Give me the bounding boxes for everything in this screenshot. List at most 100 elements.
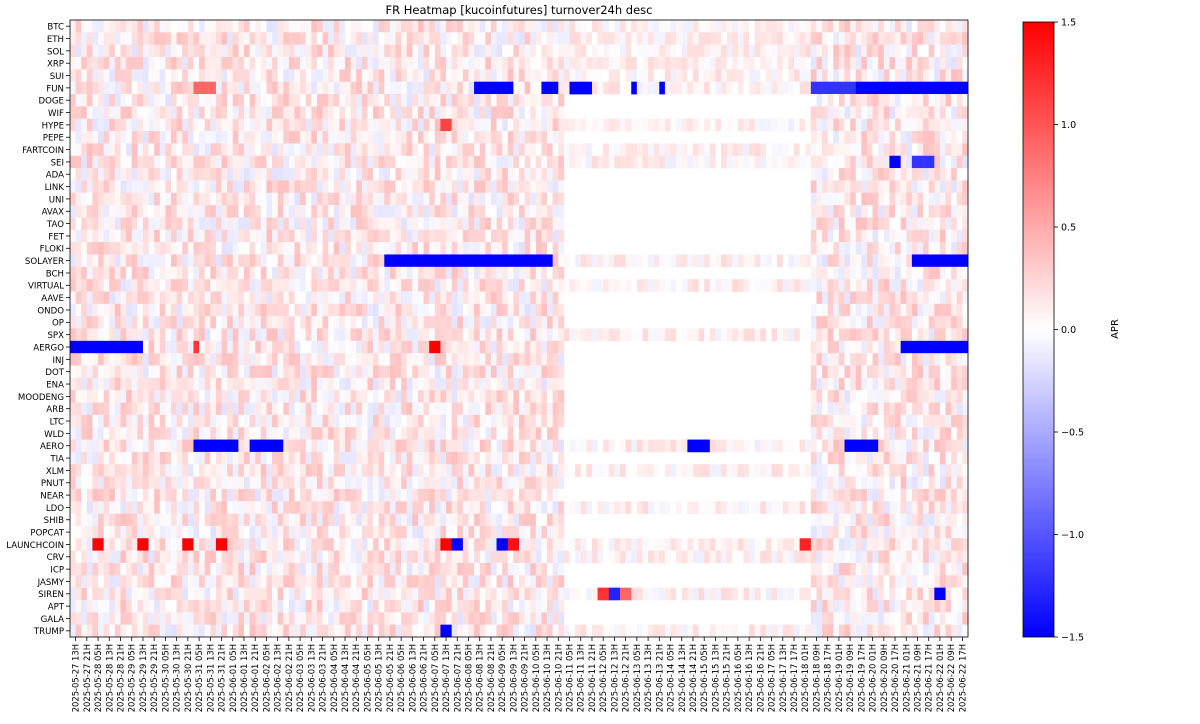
heatmap-cell	[474, 476, 481, 490]
heatmap-cell	[266, 303, 273, 317]
heatmap-cell	[614, 118, 621, 132]
heatmap-cell	[462, 439, 469, 453]
heatmap-cell	[451, 402, 458, 416]
heatmap-cell	[788, 57, 795, 70]
heatmap-cell	[232, 439, 239, 453]
heatmap-cell	[524, 402, 531, 416]
heatmap-cell	[193, 106, 200, 120]
heatmap-cell	[721, 254, 728, 268]
heatmap-cell	[367, 205, 374, 218]
heatmap-cell	[187, 254, 194, 268]
heatmap-cell	[417, 242, 424, 255]
heatmap-cell	[294, 303, 301, 317]
heatmap-cell	[75, 402, 82, 416]
heatmap-cell	[580, 69, 587, 83]
heatmap-cell	[227, 57, 234, 70]
heatmap-cell	[176, 365, 183, 379]
heatmap-cell	[490, 279, 497, 292]
heatmap-cell	[962, 131, 969, 144]
heatmap-cell	[412, 254, 419, 268]
heatmap-cell	[507, 69, 514, 83]
heatmap-cell	[519, 57, 525, 70]
heatmap-cell	[586, 155, 593, 169]
heatmap-cell	[575, 464, 582, 477]
heatmap-cell	[114, 168, 121, 181]
heatmap-cell	[316, 192, 323, 206]
heatmap-cell	[114, 44, 121, 58]
heatmap-cell	[429, 279, 436, 292]
heatmap-cell	[850, 303, 857, 317]
heatmap-cell	[86, 57, 93, 70]
heatmap-cell	[939, 353, 946, 366]
heatmap-cell	[384, 180, 391, 194]
heatmap-cell	[653, 143, 660, 157]
heatmap-cell	[316, 32, 323, 46]
heatmap-cell	[911, 402, 918, 416]
heatmap-cell	[204, 94, 211, 107]
heatmap-cell	[126, 254, 133, 268]
heatmap-cell	[861, 155, 868, 169]
heatmap-cell	[75, 118, 82, 132]
heatmap-cell	[451, 81, 458, 95]
heatmap-cell	[945, 464, 952, 477]
heatmap-cell	[98, 143, 105, 157]
heatmap-cell	[378, 205, 385, 218]
heatmap-cell	[294, 340, 301, 354]
heatmap-cell	[154, 279, 161, 292]
heatmap-cell	[429, 476, 436, 490]
heatmap-cell	[109, 81, 116, 95]
heatmap-cell	[474, 303, 481, 317]
heatmap-cell	[535, 32, 542, 46]
heatmap-cell	[182, 69, 189, 83]
heatmap-cell	[159, 192, 166, 206]
heatmap-cell	[788, 155, 795, 169]
heatmap-cell	[423, 402, 430, 416]
heatmap-cell	[406, 69, 413, 83]
heatmap-cell	[406, 57, 413, 70]
heatmap-cell	[210, 180, 217, 194]
heatmap-cell	[389, 303, 396, 317]
heatmap-cell	[423, 303, 430, 317]
heatmap-cell	[367, 32, 374, 46]
heatmap-cell	[305, 143, 312, 157]
heatmap-cell	[373, 20, 380, 33]
heatmap-cell	[423, 168, 430, 181]
heatmap-cell	[187, 439, 194, 453]
heatmap-cell	[530, 229, 537, 243]
heatmap-cell	[872, 180, 879, 194]
heatmap-cell	[743, 69, 750, 83]
heatmap-cell	[951, 353, 958, 366]
heatmap-cell	[137, 328, 144, 342]
heatmap-cell	[794, 69, 800, 83]
heatmap-cell	[861, 365, 868, 379]
heatmap-cell	[401, 451, 408, 465]
heatmap-cell	[889, 155, 896, 169]
heatmap-cell	[541, 390, 548, 403]
heatmap-cell	[300, 390, 307, 403]
heatmap-cell	[519, 205, 525, 218]
heatmap-cell	[182, 390, 189, 403]
heatmap-cell	[373, 106, 380, 120]
heatmap-cell	[648, 254, 655, 268]
heatmap-cell	[541, 143, 548, 157]
heatmap-cell	[238, 32, 245, 46]
heatmap-cell	[951, 451, 958, 465]
heatmap-cell	[255, 266, 262, 280]
heatmap-cell	[272, 476, 279, 490]
heatmap-cell	[171, 57, 177, 70]
heatmap-cell	[827, 69, 834, 83]
heatmap-cell	[906, 106, 913, 120]
heatmap-cell	[384, 377, 391, 391]
heatmap-cell	[715, 279, 722, 292]
heatmap-cell	[597, 44, 604, 58]
heatmap-cell	[232, 303, 239, 317]
heatmap-cell	[906, 390, 913, 403]
heatmap-cell	[395, 390, 402, 403]
heatmap-cell	[86, 20, 93, 33]
heatmap-cell	[507, 44, 514, 58]
heatmap-cell	[199, 476, 206, 490]
heatmap-cell	[911, 192, 918, 206]
heatmap-cell	[373, 168, 380, 181]
heatmap-cell	[176, 414, 183, 428]
heatmap-cell	[962, 57, 969, 70]
